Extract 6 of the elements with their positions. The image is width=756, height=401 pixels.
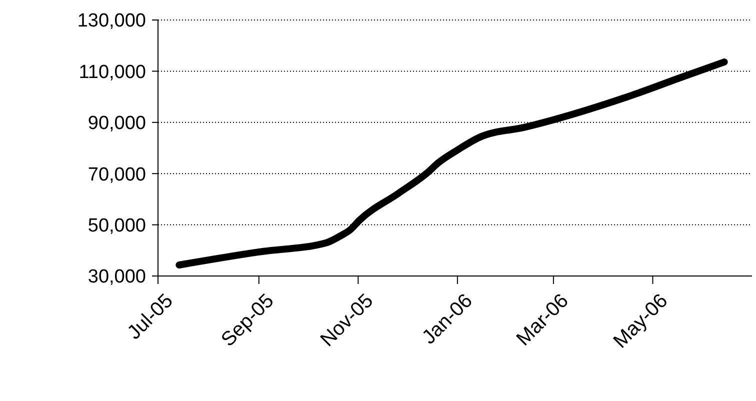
y-tick-label: 110,000 xyxy=(78,62,146,83)
y-tick-label: 50,000 xyxy=(88,215,146,236)
y-tick-label: 130,000 xyxy=(77,10,146,32)
y-tick-label: 90,000 xyxy=(88,113,146,134)
y-tick-label: 70,000 xyxy=(88,164,146,186)
y-tick-label: 30,000 xyxy=(88,266,146,288)
